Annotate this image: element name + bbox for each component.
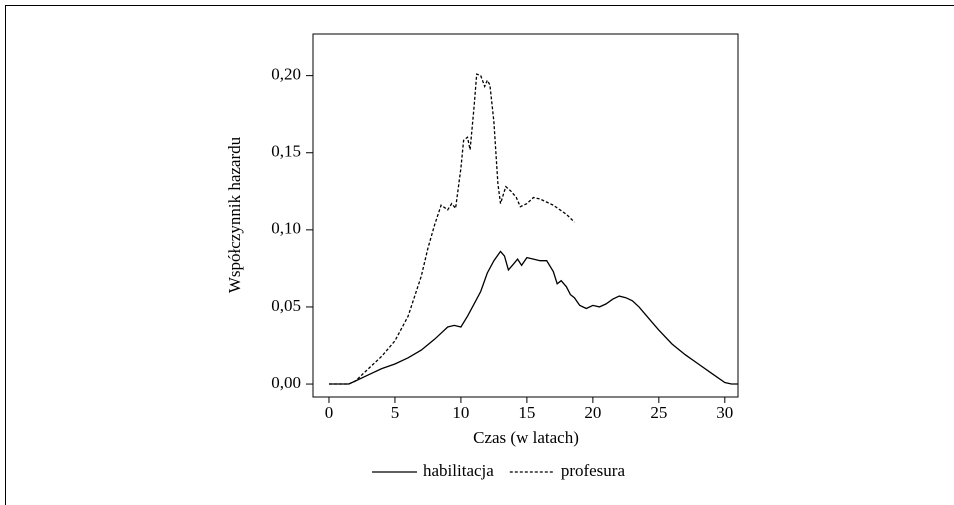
line-solid: [329, 250, 738, 385]
legend-label: profesura: [561, 461, 626, 480]
y-tick-label: 0,10: [271, 219, 301, 238]
x-tick-label: 15: [518, 403, 535, 422]
x-tick-label: 10: [452, 403, 469, 422]
x-tick-label: 30: [716, 403, 733, 422]
line-dashed: [329, 73, 575, 385]
x-tick-label: 0: [325, 403, 334, 422]
x-tick-label: 5: [391, 403, 400, 422]
legend-label: habilitacja: [423, 461, 494, 480]
y-tick-label: 0,05: [271, 296, 301, 315]
y-tick-label: 0,15: [271, 142, 301, 161]
x-tick-label: 25: [650, 403, 667, 422]
x-axis-label: Czas (w latach): [473, 428, 579, 447]
y-tick-label: 0,20: [271, 65, 301, 84]
x-tick-label: 20: [584, 403, 601, 422]
y-tick-label: 0,00: [271, 373, 301, 392]
y-axis-label: Współczynnik hazardu: [225, 136, 244, 293]
plot-area: [312, 33, 739, 398]
